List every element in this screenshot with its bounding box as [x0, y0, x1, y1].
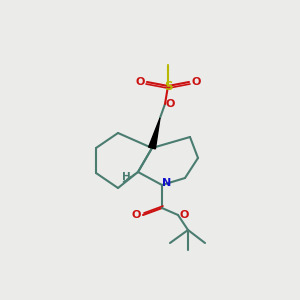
Text: O: O: [135, 77, 145, 87]
Text: O: O: [131, 210, 141, 220]
Text: O: O: [191, 77, 201, 87]
Text: N: N: [162, 178, 172, 188]
Polygon shape: [148, 118, 160, 149]
Text: O: O: [165, 99, 175, 109]
Text: S: S: [164, 80, 172, 92]
Text: O: O: [179, 210, 189, 220]
Text: H: H: [122, 172, 130, 182]
